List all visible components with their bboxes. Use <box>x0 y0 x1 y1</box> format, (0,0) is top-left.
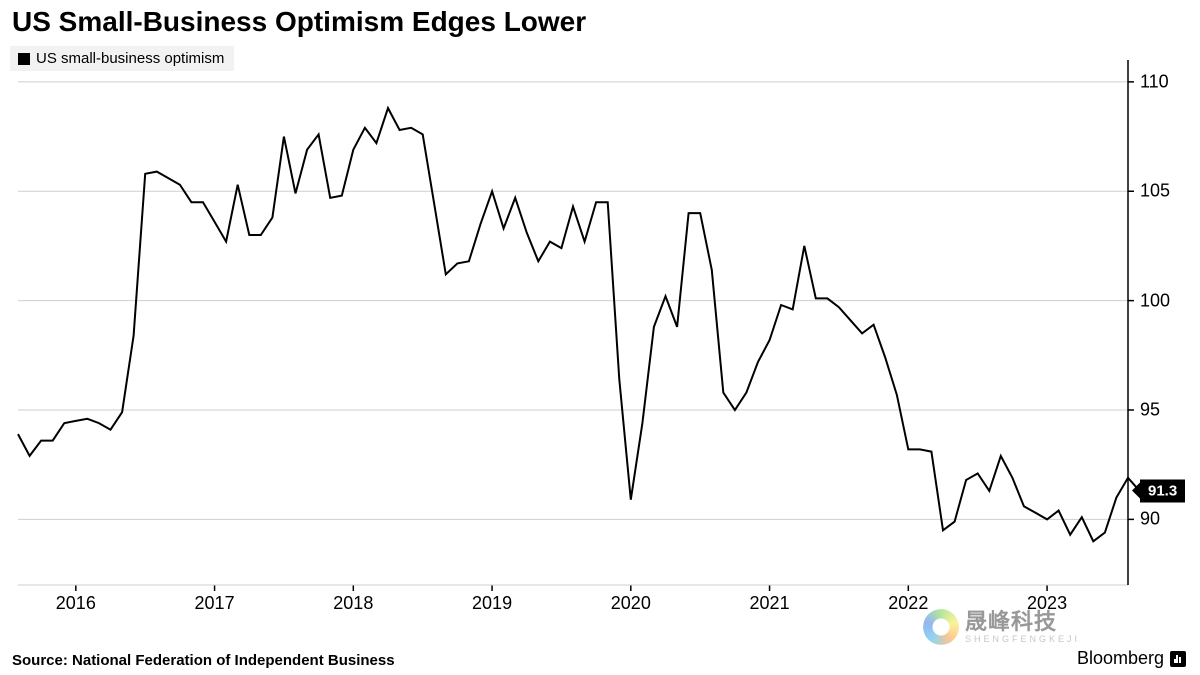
attribution: Bloomberg <box>1077 648 1186 669</box>
x-tick-label: 2016 <box>56 593 96 614</box>
y-tick-label: 105 <box>1140 181 1170 202</box>
x-tick-label: 2020 <box>611 593 651 614</box>
line-chart <box>18 60 1130 615</box>
y-tick-label: 95 <box>1140 400 1160 421</box>
watermark-logo-icon <box>923 609 959 645</box>
x-tick-label: 2019 <box>472 593 512 614</box>
x-tick-label: 2021 <box>750 593 790 614</box>
x-tick-label: 2017 <box>195 593 235 614</box>
endpoint-value-flag: 91.3 <box>1140 479 1185 502</box>
y-tick-label: 90 <box>1140 509 1160 530</box>
bloomberg-badge-icon <box>1170 651 1186 667</box>
chart-title: US Small-Business Optimism Edges Lower <box>12 6 586 38</box>
source-text: Source: National Federation of Independe… <box>12 652 395 669</box>
watermark: 晟峰科技 SHENGFENGKEJI <box>923 609 1080 645</box>
y-tick-label: 100 <box>1140 290 1170 311</box>
plot-area: 9095100105110 20162017201820192020202120… <box>18 60 1130 615</box>
watermark-sub: SHENGFENGKEJI <box>965 635 1080 644</box>
x-tick-label: 2018 <box>333 593 373 614</box>
watermark-main: 晟峰科技 <box>965 611 1080 633</box>
attribution-label: Bloomberg <box>1077 648 1164 669</box>
y-tick-label: 110 <box>1140 71 1169 92</box>
